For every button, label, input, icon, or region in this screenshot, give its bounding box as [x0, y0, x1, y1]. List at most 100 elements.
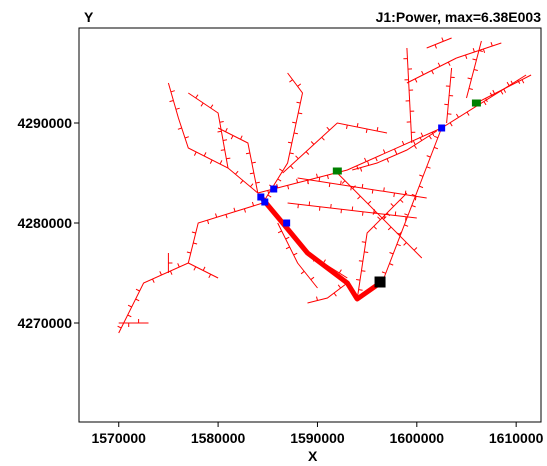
- service-tap: [328, 182, 331, 188]
- service-tap: [485, 98, 488, 103]
- service-tap: [297, 204, 299, 209]
- service-tap: [235, 170, 239, 175]
- service-tap: [346, 124, 348, 130]
- service-tap: [193, 151, 197, 156]
- network-segment: [188, 92, 229, 169]
- service-tap: [401, 140, 405, 145]
- service-tap: [135, 298, 140, 302]
- service-tap: [287, 141, 293, 144]
- service-tap: [437, 62, 441, 67]
- service-tap: [467, 77, 472, 80]
- service-tap: [340, 180, 342, 185]
- y-tick-label: 4290000: [17, 115, 72, 131]
- network-segment: [282, 122, 388, 174]
- service-tap: [177, 263, 180, 268]
- service-tap: [358, 260, 363, 262]
- service-tap: [473, 69, 478, 71]
- service-tap: [169, 100, 174, 103]
- service-tap: [219, 160, 223, 165]
- service-tap: [217, 130, 222, 133]
- x-axis-label: X: [308, 448, 318, 464]
- service-tap: [225, 127, 228, 133]
- service-tap: [203, 152, 207, 157]
- service-tap: [338, 269, 342, 274]
- service-tap: [482, 48, 486, 53]
- service-tap: [300, 270, 305, 275]
- service-tap: [428, 135, 432, 140]
- service-tap: [382, 149, 386, 154]
- service-tap: [233, 207, 236, 212]
- service-tap: [399, 199, 404, 203]
- service-tap: [316, 296, 318, 301]
- service-tap: [340, 209, 342, 214]
- service-tap: [426, 155, 431, 158]
- service-tap: [117, 325, 122, 329]
- service-tap: [404, 213, 409, 216]
- service-tap: [500, 90, 504, 95]
- service-tap: [285, 236, 290, 240]
- service-tap: [210, 104, 214, 109]
- service-tap: [386, 158, 390, 163]
- blue-node-marker: [270, 185, 278, 193]
- service-tap: [466, 111, 470, 116]
- service-tap: [375, 157, 378, 162]
- service-tap: [365, 128, 368, 134]
- service-tap: [127, 304, 132, 308]
- service-tap: [356, 165, 359, 170]
- service-tap: [506, 81, 510, 86]
- service-tap: [240, 135, 243, 140]
- service-tap: [251, 161, 256, 164]
- service-tap: [465, 54, 468, 59]
- service-tap: [376, 126, 379, 132]
- service-tap: [447, 61, 451, 66]
- service-tap: [468, 88, 473, 90]
- service-tap: [277, 230, 282, 234]
- chart-title: J1:Power, max=6.38E003: [375, 9, 541, 25]
- service-tap: [367, 161, 370, 166]
- source-node-marker: [374, 276, 386, 288]
- service-tap: [358, 289, 363, 291]
- service-tap: [297, 83, 302, 87]
- y-tick-label: 4270000: [17, 315, 72, 331]
- service-tap: [419, 174, 424, 177]
- service-tap: [277, 178, 282, 182]
- service-tap: [289, 152, 294, 155]
- service-tap: [449, 122, 453, 127]
- service-tap: [202, 266, 206, 271]
- service-tap: [193, 242, 198, 245]
- service-tap: [298, 112, 303, 115]
- service-tap: [249, 172, 254, 175]
- service-tap: [411, 193, 416, 197]
- service-tap: [387, 226, 392, 231]
- service-tap: [472, 58, 477, 61]
- service-tap: [152, 278, 155, 283]
- service-tap: [255, 181, 260, 184]
- service-tap: [292, 121, 297, 124]
- service-tap: [135, 288, 140, 292]
- service-tap: [383, 187, 385, 192]
- service-tap: [441, 37, 444, 42]
- service-tap: [517, 80, 521, 84]
- service-tap: [426, 166, 431, 169]
- service-tap: [404, 224, 409, 227]
- service-tap: [289, 79, 293, 83]
- service-tap: [371, 189, 374, 194]
- service-tap: [404, 190, 407, 195]
- service-tap: [296, 178, 299, 183]
- service-tap: [333, 292, 337, 297]
- service-tap: [209, 159, 213, 164]
- service-tap: [356, 122, 359, 128]
- service-tap: [305, 151, 310, 155]
- service-tap: [414, 78, 418, 83]
- main-path-layer: [259, 196, 382, 302]
- service-tap: [285, 246, 290, 250]
- thin-network-layer: [117, 37, 532, 334]
- service-tap: [455, 113, 459, 118]
- service-tap: [361, 270, 366, 272]
- y-tick-label: 4280000: [17, 215, 72, 231]
- service-tap: [318, 177, 321, 182]
- axis-layer: 1570000 1580000 1590000 1600000 1610000 42700…: [17, 115, 543, 446]
- service-tap: [396, 243, 401, 247]
- service-tap: [364, 157, 367, 162]
